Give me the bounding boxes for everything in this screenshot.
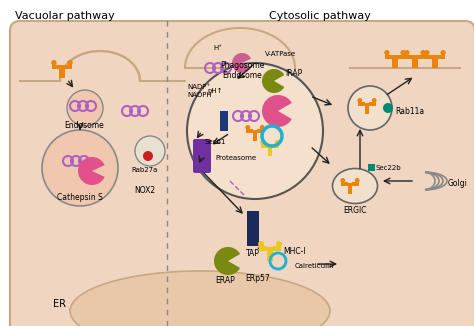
Text: Sec22b: Sec22b <box>376 165 401 171</box>
Bar <box>438 54 445 59</box>
Bar <box>385 54 392 59</box>
Bar <box>267 247 273 261</box>
Ellipse shape <box>332 169 377 203</box>
Text: Rab27a: Rab27a <box>132 167 158 173</box>
Text: Rab11a: Rab11a <box>395 108 424 116</box>
Text: TAP: TAP <box>246 249 260 258</box>
Circle shape <box>67 90 103 126</box>
Wedge shape <box>214 247 240 275</box>
Text: ER: ER <box>54 299 66 309</box>
Text: Cytosolic pathway: Cytosolic pathway <box>269 11 371 21</box>
Bar <box>352 182 359 186</box>
Bar <box>347 183 352 194</box>
Bar <box>398 54 405 59</box>
Circle shape <box>187 63 323 199</box>
Bar <box>365 103 369 114</box>
Ellipse shape <box>51 60 56 66</box>
Ellipse shape <box>260 125 264 130</box>
Text: V-ATPase: V-ATPase <box>265 51 296 57</box>
Bar <box>52 65 59 69</box>
Ellipse shape <box>70 271 330 326</box>
Text: NOX2: NOX2 <box>135 186 155 195</box>
Bar <box>341 182 347 186</box>
FancyBboxPatch shape <box>193 139 211 173</box>
Text: Sec61: Sec61 <box>204 139 226 145</box>
Bar <box>369 102 376 106</box>
Text: Endosome: Endosome <box>64 121 104 130</box>
Bar <box>425 54 432 59</box>
Ellipse shape <box>258 241 264 247</box>
Ellipse shape <box>357 98 362 103</box>
Bar <box>358 102 365 106</box>
Circle shape <box>348 86 392 130</box>
Bar <box>59 66 64 78</box>
Polygon shape <box>185 28 295 68</box>
Bar <box>412 55 418 68</box>
Ellipse shape <box>384 50 390 55</box>
Text: Calreticulin: Calreticulin <box>295 263 335 269</box>
Ellipse shape <box>276 241 282 247</box>
Circle shape <box>135 136 165 166</box>
Ellipse shape <box>67 60 73 66</box>
Ellipse shape <box>404 50 410 55</box>
Bar <box>259 246 267 251</box>
Text: Proteasome: Proteasome <box>215 155 256 161</box>
Bar <box>432 55 438 68</box>
Ellipse shape <box>355 178 360 183</box>
Text: Golgi: Golgi <box>448 180 468 188</box>
Text: pH↑: pH↑ <box>207 88 222 94</box>
Wedge shape <box>262 95 292 127</box>
Bar <box>268 145 273 156</box>
FancyBboxPatch shape <box>10 21 474 326</box>
Text: ERGIC: ERGIC <box>343 206 367 215</box>
Text: ERAP: ERAP <box>215 276 235 285</box>
Ellipse shape <box>372 98 377 103</box>
Wedge shape <box>232 53 251 73</box>
Text: MHC-I: MHC-I <box>283 246 306 256</box>
Text: H⁺: H⁺ <box>213 45 222 51</box>
Text: Phagosome
Endosome: Phagosome Endosome <box>220 61 264 81</box>
Bar <box>247 211 259 246</box>
Ellipse shape <box>424 50 429 55</box>
Ellipse shape <box>340 178 345 183</box>
Bar <box>64 65 72 69</box>
Circle shape <box>42 130 118 206</box>
Bar <box>261 144 268 148</box>
Bar <box>246 129 253 133</box>
Bar <box>257 129 264 133</box>
Circle shape <box>143 151 153 161</box>
Ellipse shape <box>246 125 250 130</box>
Circle shape <box>383 103 393 113</box>
Text: NADP⁺
NADPH: NADP⁺ NADPH <box>187 84 211 98</box>
Text: ERp57: ERp57 <box>246 274 270 283</box>
Bar <box>253 130 257 141</box>
Text: IRAP: IRAP <box>285 69 302 79</box>
Ellipse shape <box>440 50 446 55</box>
Bar <box>368 164 375 171</box>
Bar <box>273 246 281 251</box>
Ellipse shape <box>260 140 265 145</box>
Ellipse shape <box>275 140 280 145</box>
Bar <box>273 144 279 148</box>
Bar <box>392 55 398 68</box>
Polygon shape <box>60 51 140 81</box>
Bar <box>220 111 228 131</box>
Bar <box>405 54 412 59</box>
Ellipse shape <box>420 50 426 55</box>
Text: Cathepsin S: Cathepsin S <box>57 193 103 202</box>
Ellipse shape <box>401 50 406 55</box>
Bar <box>418 54 425 59</box>
Wedge shape <box>78 157 105 185</box>
Text: Vacuolar pathway: Vacuolar pathway <box>15 11 115 21</box>
Wedge shape <box>262 69 284 93</box>
